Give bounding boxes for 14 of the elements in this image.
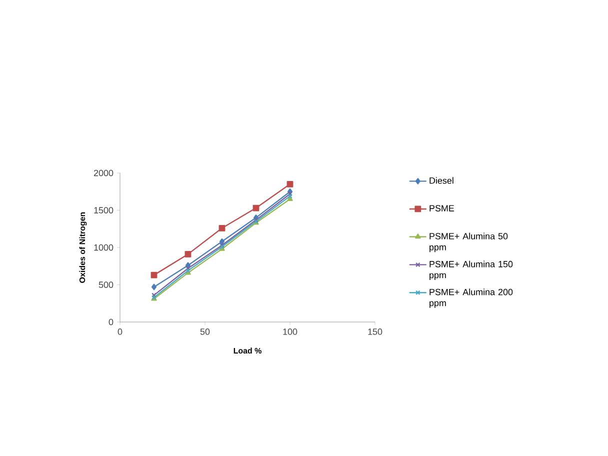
legend-label: PSME+ Alumina 200 ppm — [430, 288, 513, 308]
x-tick-label: 150 — [368, 328, 382, 335]
y-tick-label: 2000 — [94, 170, 114, 176]
x-tick-label: 50 — [200, 328, 210, 335]
y-tick-label: 500 — [98, 282, 114, 288]
legend-label: PSME — [430, 205, 454, 212]
legend-label: PSME+ Alumina 50 ppm — [430, 232, 508, 252]
y-tick-label: 1000 — [94, 244, 114, 251]
x-tick-label: 0 — [118, 328, 122, 335]
legend-label: PSME+ Alumina 150 ppm — [430, 260, 513, 280]
legend-label: Diesel — [430, 177, 454, 184]
x-tick-label: 100 — [283, 328, 298, 335]
y-tick-label: 0 — [108, 318, 114, 326]
y-tick-label: 1500 — [94, 207, 114, 214]
